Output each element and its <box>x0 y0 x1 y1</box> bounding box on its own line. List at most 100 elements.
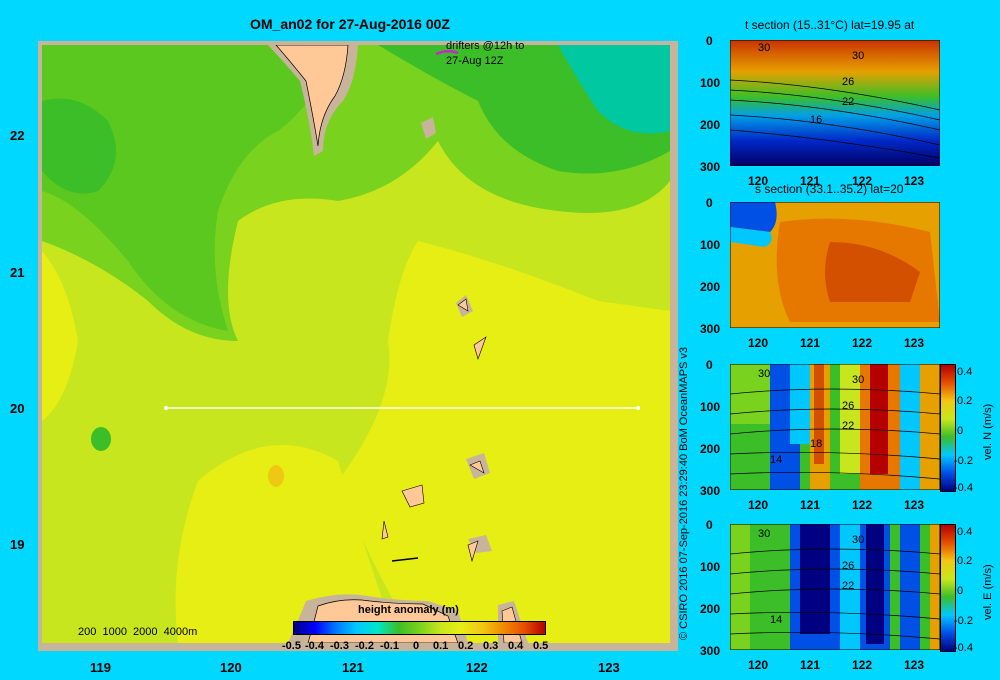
cbar-tick: 0.2 <box>957 555 973 567</box>
panel-title: t section (15..31°C) lat=19.95 at <box>745 18 915 32</box>
lat-tick: 21 <box>10 265 25 280</box>
cbar-tick: -0.2 <box>954 455 973 467</box>
drifter-track <box>435 50 459 56</box>
colorbar-tick: -0.4 <box>305 640 324 652</box>
contour-label: 30 <box>852 534 865 546</box>
contour-label: 22 <box>842 420 855 432</box>
x-tick: 120 <box>748 174 769 188</box>
lat-tick: 19 <box>10 537 25 552</box>
y-tick: 100 <box>700 560 721 574</box>
colorbar-tick: 0.4 <box>508 640 524 652</box>
velocity-east-label: vel. E (m/s) <box>982 564 994 620</box>
island-shelf <box>421 117 436 139</box>
height-anomaly-map[interactable] <box>38 41 678 651</box>
cbar-tick: -0.4 <box>954 482 973 494</box>
x-tick: 120 <box>748 336 769 350</box>
y-tick: 200 <box>700 442 721 456</box>
x-tick: 123 <box>904 658 925 672</box>
x-tick: 122 <box>852 336 873 350</box>
map-title: OM_an02 for 27-Aug-2016 00Z <box>250 16 450 32</box>
contour-label: 30 <box>852 374 865 386</box>
y-tick: 300 <box>700 322 721 336</box>
x-tick: 123 <box>904 336 925 350</box>
y-tick: 0 <box>706 518 713 532</box>
lon-tick: 120 <box>220 660 242 675</box>
island-line <box>391 557 419 562</box>
velocity-north-plot[interactable] <box>730 364 940 490</box>
x-tick: 121 <box>800 498 821 512</box>
x-tick: 122 <box>852 498 873 512</box>
velocity-north-colorbar <box>940 364 956 492</box>
panel-title: s section (33.1..35.2) lat=20 <box>755 182 904 196</box>
x-tick: 120 <box>748 498 769 512</box>
y-tick: 100 <box>700 400 721 414</box>
section-endpoint <box>164 406 168 410</box>
lon-tick: 121 <box>342 660 364 675</box>
salinity-section-plot[interactable] <box>730 202 940 328</box>
contour-label: 14 <box>770 454 783 466</box>
y-tick: 200 <box>700 280 721 294</box>
colorbar-tick: 0 <box>413 640 420 652</box>
contour-label: 22 <box>842 96 855 108</box>
island-land <box>457 298 469 312</box>
cbar-tick: 0 <box>957 585 964 597</box>
contour-label: 30 <box>758 42 771 54</box>
x-tick: 121 <box>800 336 821 350</box>
velocity-east-plot[interactable] <box>730 524 940 650</box>
colorbar <box>293 621 546 635</box>
map-field-high <box>338 241 670 643</box>
x-tick: 121 <box>800 658 821 672</box>
colorbar-tick: -0.2 <box>355 640 374 652</box>
contour-label: 26 <box>842 560 855 572</box>
y-tick: 0 <box>706 358 713 372</box>
y-tick: 300 <box>700 484 721 498</box>
section-endpoint <box>636 406 640 410</box>
y-tick: 200 <box>700 118 721 132</box>
y-tick: 100 <box>700 238 721 252</box>
y-tick: 300 <box>700 160 721 174</box>
map-field-high-2 <box>175 445 398 643</box>
y-tick: 300 <box>700 644 721 658</box>
x-tick: 123 <box>904 498 925 512</box>
lon-tick: 123 <box>598 660 620 675</box>
drifters-label-2: 27-Aug 12Z <box>446 55 504 67</box>
map-field-high-3 <box>42 251 78 421</box>
colorbar-tick: 0.5 <box>533 640 549 652</box>
map-blob-orange <box>268 465 284 487</box>
x-tick: 122 <box>852 174 873 188</box>
y-tick: 0 <box>706 34 713 48</box>
colorbar-tick: 0.1 <box>433 640 449 652</box>
y-tick: 0 <box>706 196 713 210</box>
colorbar-tick: 0.2 <box>458 640 474 652</box>
drifters-label-1: drifters @12h to <box>446 40 525 52</box>
contour-label: 22 <box>842 580 855 592</box>
x-tick: 120 <box>748 658 769 672</box>
x-tick: 121 <box>800 174 821 188</box>
cbar-tick: -0.4 <box>954 642 973 654</box>
contour-label: 30 <box>852 50 865 62</box>
contour-label: 26 <box>842 76 855 88</box>
island-land <box>401 484 425 508</box>
map-field-cyan <box>558 45 670 134</box>
taiwan-land <box>275 45 349 147</box>
contour-label: 14 <box>770 614 783 626</box>
colorbar-tick: -0.3 <box>330 640 349 652</box>
island-land <box>381 520 389 540</box>
x-tick: 122 <box>852 658 873 672</box>
y-tick: 200 <box>700 602 721 616</box>
cbar-tick: 0.2 <box>957 395 973 407</box>
contour-label: 26 <box>842 400 855 412</box>
colorbar-tick: 0.3 <box>483 640 499 652</box>
contour-label: 18 <box>810 438 823 450</box>
colorbar-title: height anomaly (m) <box>358 604 459 616</box>
cbar-tick: 0.4 <box>957 366 973 378</box>
cbar-tick: -0.2 <box>954 615 973 627</box>
temperature-section-plot[interactable] <box>730 40 940 166</box>
map-field-west-low <box>42 98 116 194</box>
contour-label: 16 <box>810 114 823 126</box>
velocity-east-colorbar <box>940 524 956 652</box>
cbar-tick: 0.4 <box>957 526 973 538</box>
island-land <box>473 336 487 360</box>
map-blob-green <box>91 427 111 451</box>
island-land <box>469 460 485 474</box>
